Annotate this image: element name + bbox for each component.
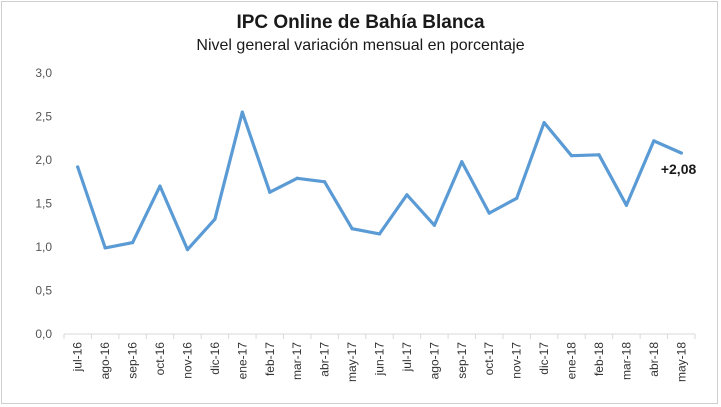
data-point	[213, 217, 217, 221]
x-tick-label: ene-18	[565, 342, 579, 380]
data-point	[679, 151, 683, 155]
data-label: +2,08	[661, 161, 697, 177]
data-point	[377, 232, 382, 236]
series-line	[76, 110, 683, 252]
data-point	[405, 193, 409, 197]
data-point	[185, 248, 190, 252]
data-point	[350, 227, 354, 231]
x-tick-label: feb-17	[263, 342, 277, 376]
y-tick-label: 0,0	[35, 327, 52, 341]
data-labels: +2,08	[661, 161, 697, 177]
data-point	[624, 203, 629, 207]
data-point	[487, 211, 491, 215]
x-tick-label: sep-17	[455, 342, 469, 379]
y-tick-label: 3,0	[35, 66, 52, 80]
data-point	[323, 180, 327, 184]
chart-title: IPC Online de Bahía Blanca	[236, 12, 485, 33]
x-tick-label: may-17	[345, 342, 359, 382]
data-point	[158, 184, 162, 188]
x-tick-label: nov-17	[510, 342, 524, 379]
data-point	[542, 120, 546, 125]
data-point	[597, 153, 601, 157]
x-tick-label: jun-17	[373, 342, 387, 377]
x-tick-label: oct-17	[482, 342, 496, 376]
x-tick-label: ago-17	[427, 342, 441, 380]
x-tick-label: ene-17	[235, 342, 249, 380]
x-tick-labels: jul-16 ago-16 sep-16 oct-16 nov-16 dic-16 ene-…	[71, 342, 689, 382]
series-group	[76, 110, 683, 252]
x-tick-label: may-18	[674, 342, 688, 382]
data-point	[76, 165, 80, 169]
data-point	[240, 110, 244, 114]
x-tick-label: jul-16	[71, 342, 85, 373]
y-tick-label: 1,5	[35, 197, 52, 211]
data-point	[103, 246, 107, 250]
x-tick-label: dic-16	[208, 342, 222, 375]
data-point	[652, 139, 656, 143]
x-tick-label: sep-16	[126, 342, 140, 379]
y-tick-label: 0,5	[35, 284, 52, 298]
x-tick-label: jul-17	[400, 342, 414, 373]
chart-subtitle: Nivel general variación mensual en porce…	[196, 37, 525, 54]
data-point	[569, 154, 574, 158]
x-tick-label: mar-17	[290, 342, 304, 380]
data-point	[130, 241, 135, 245]
x-tick-label: abr-18	[647, 342, 661, 377]
data-point	[460, 160, 464, 164]
data-point	[268, 190, 272, 194]
x-tick-label: oct-16	[153, 342, 167, 376]
x-tick-label: feb-18	[592, 342, 606, 376]
data-point	[432, 223, 436, 227]
x-tick-label: mar-18	[619, 342, 633, 380]
y-tick-label: 2,0	[35, 153, 52, 167]
y-tick-label: 2,5	[35, 110, 52, 124]
y-tick-label: 1,0	[35, 240, 52, 254]
x-tick-label: abr-17	[318, 342, 332, 377]
x-tick-label: nov-16	[180, 342, 194, 379]
data-point	[295, 176, 299, 180]
x-tick-label: ago-16	[98, 342, 112, 380]
axes	[63, 333, 696, 339]
x-tick-label: dic-17	[537, 342, 551, 375]
y-tick-labels: 0,0 0,5 1,0 1,5 2,0 2,5 3,0	[35, 66, 52, 341]
data-point	[515, 196, 519, 200]
